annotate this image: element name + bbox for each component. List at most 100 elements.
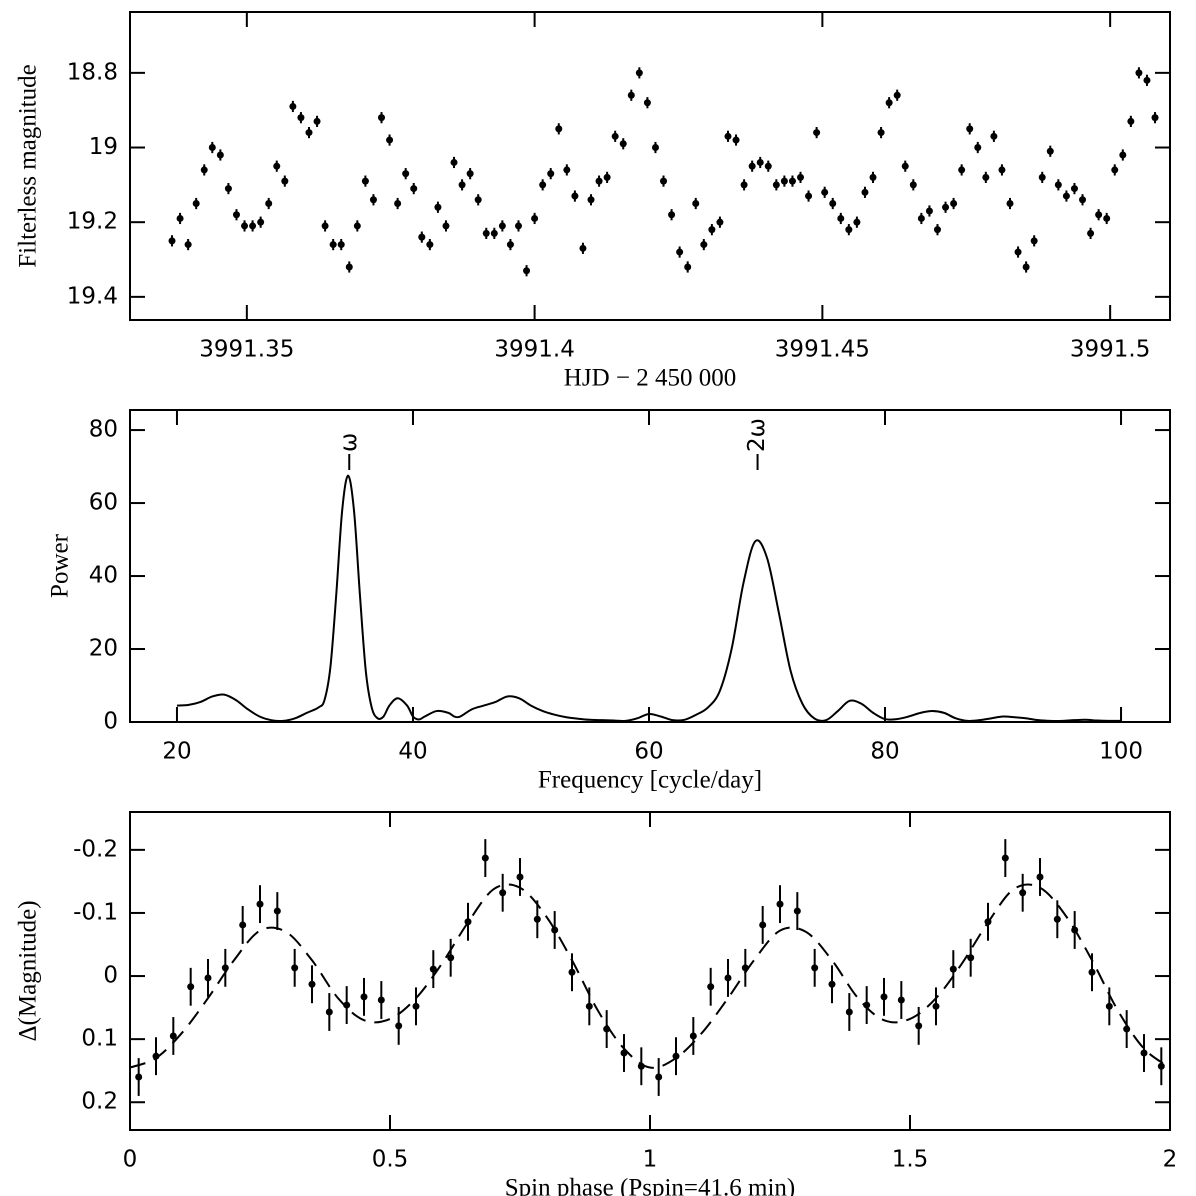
plot-frame (129, 11, 1171, 321)
data-point (499, 889, 507, 897)
annotation: 2ω (744, 418, 770, 452)
model-curve (129, 883, 1171, 1069)
data-point (776, 900, 784, 908)
data-point (893, 91, 901, 99)
data-point (308, 980, 316, 988)
data-point (689, 1032, 697, 1040)
y-axis-label: Power (47, 533, 74, 598)
data-point (321, 222, 329, 230)
data-point (434, 203, 442, 211)
data-point (1001, 854, 1009, 862)
data-point (265, 200, 273, 208)
x-tick-label: 1 (643, 1147, 658, 1173)
y-tick-label: 19.4 (67, 283, 118, 309)
data-point (313, 117, 321, 125)
data-point (877, 129, 885, 137)
data-point (410, 185, 418, 193)
data-point (797, 173, 805, 181)
data-point (651, 144, 659, 152)
data-point (967, 954, 975, 962)
data-point (909, 181, 917, 189)
data-point (539, 181, 547, 189)
data-point (805, 192, 813, 200)
data-point (676, 248, 684, 256)
data-point (660, 177, 668, 185)
data-point (458, 181, 466, 189)
data-point (241, 222, 249, 230)
data-point (563, 166, 571, 174)
data-point (273, 907, 281, 915)
x-tick-label: 3991.4 (494, 337, 574, 363)
data-point (1006, 200, 1014, 208)
data-point (668, 211, 676, 219)
data-point (933, 226, 941, 234)
data-point (764, 162, 772, 170)
data-point (337, 241, 345, 249)
data-point (684, 263, 692, 271)
data-point (273, 162, 281, 170)
x-tick-label: 20 (162, 739, 191, 765)
data-point (672, 1052, 680, 1060)
data-point (707, 983, 715, 991)
data-point (724, 132, 732, 140)
data-point (571, 192, 579, 200)
data-point (208, 144, 216, 152)
y-tick-label: 19.2 (67, 209, 118, 235)
annotation: ω (336, 433, 362, 452)
data-point (547, 170, 555, 178)
data-point (643, 99, 651, 107)
data-point (345, 263, 353, 271)
data-point (506, 241, 514, 249)
y-axis-label: Δ(Magnitude) (15, 900, 42, 1041)
data-point (402, 170, 410, 178)
data-point (1079, 196, 1087, 204)
data-point (418, 233, 426, 241)
y-tick-label: 18.8 (67, 59, 118, 85)
y-tick-label: 19 (89, 134, 118, 160)
x-tick-label: 3991.35 (199, 337, 294, 363)
data-point (516, 873, 524, 881)
data-point (216, 151, 224, 159)
data-point (1038, 173, 1046, 181)
data-point (187, 983, 195, 991)
data-point (1087, 229, 1095, 237)
data-point (724, 974, 732, 982)
data-point (756, 158, 764, 166)
data-point (533, 915, 541, 923)
data-point (281, 177, 289, 185)
data-point (982, 173, 990, 181)
data-point (169, 1032, 177, 1040)
data-point (942, 203, 950, 211)
data-point (603, 173, 611, 181)
data-point (386, 136, 394, 144)
data-point (474, 196, 482, 204)
data-point (257, 218, 265, 226)
data-point (759, 921, 767, 929)
data-point (692, 200, 700, 208)
y-tick-label: 0 (103, 709, 118, 735)
data-point (788, 177, 796, 185)
data-point (1127, 117, 1135, 125)
data-point (579, 244, 587, 252)
data-point (523, 267, 531, 275)
data-point (861, 188, 869, 196)
data-point (917, 214, 925, 222)
data-point (813, 129, 821, 137)
data-point (377, 996, 385, 1004)
data-point (708, 226, 716, 234)
data-point (1014, 248, 1022, 256)
x-tick-label: 80 (870, 739, 899, 765)
data-point (329, 241, 337, 249)
data-point (1119, 151, 1127, 159)
data-point (1143, 76, 1151, 84)
data-point (429, 965, 437, 973)
y-tick-label: -0.2 (73, 836, 118, 862)
data-point (828, 980, 836, 988)
data-point (700, 241, 708, 249)
data-point (1105, 1002, 1113, 1010)
data-point (176, 214, 184, 222)
data-point (740, 181, 748, 189)
x-axis-label: HJD − 2 450 000 (564, 365, 736, 392)
y-tick-label: 0.1 (81, 1026, 118, 1052)
y-tick-label: 0 (103, 963, 118, 989)
